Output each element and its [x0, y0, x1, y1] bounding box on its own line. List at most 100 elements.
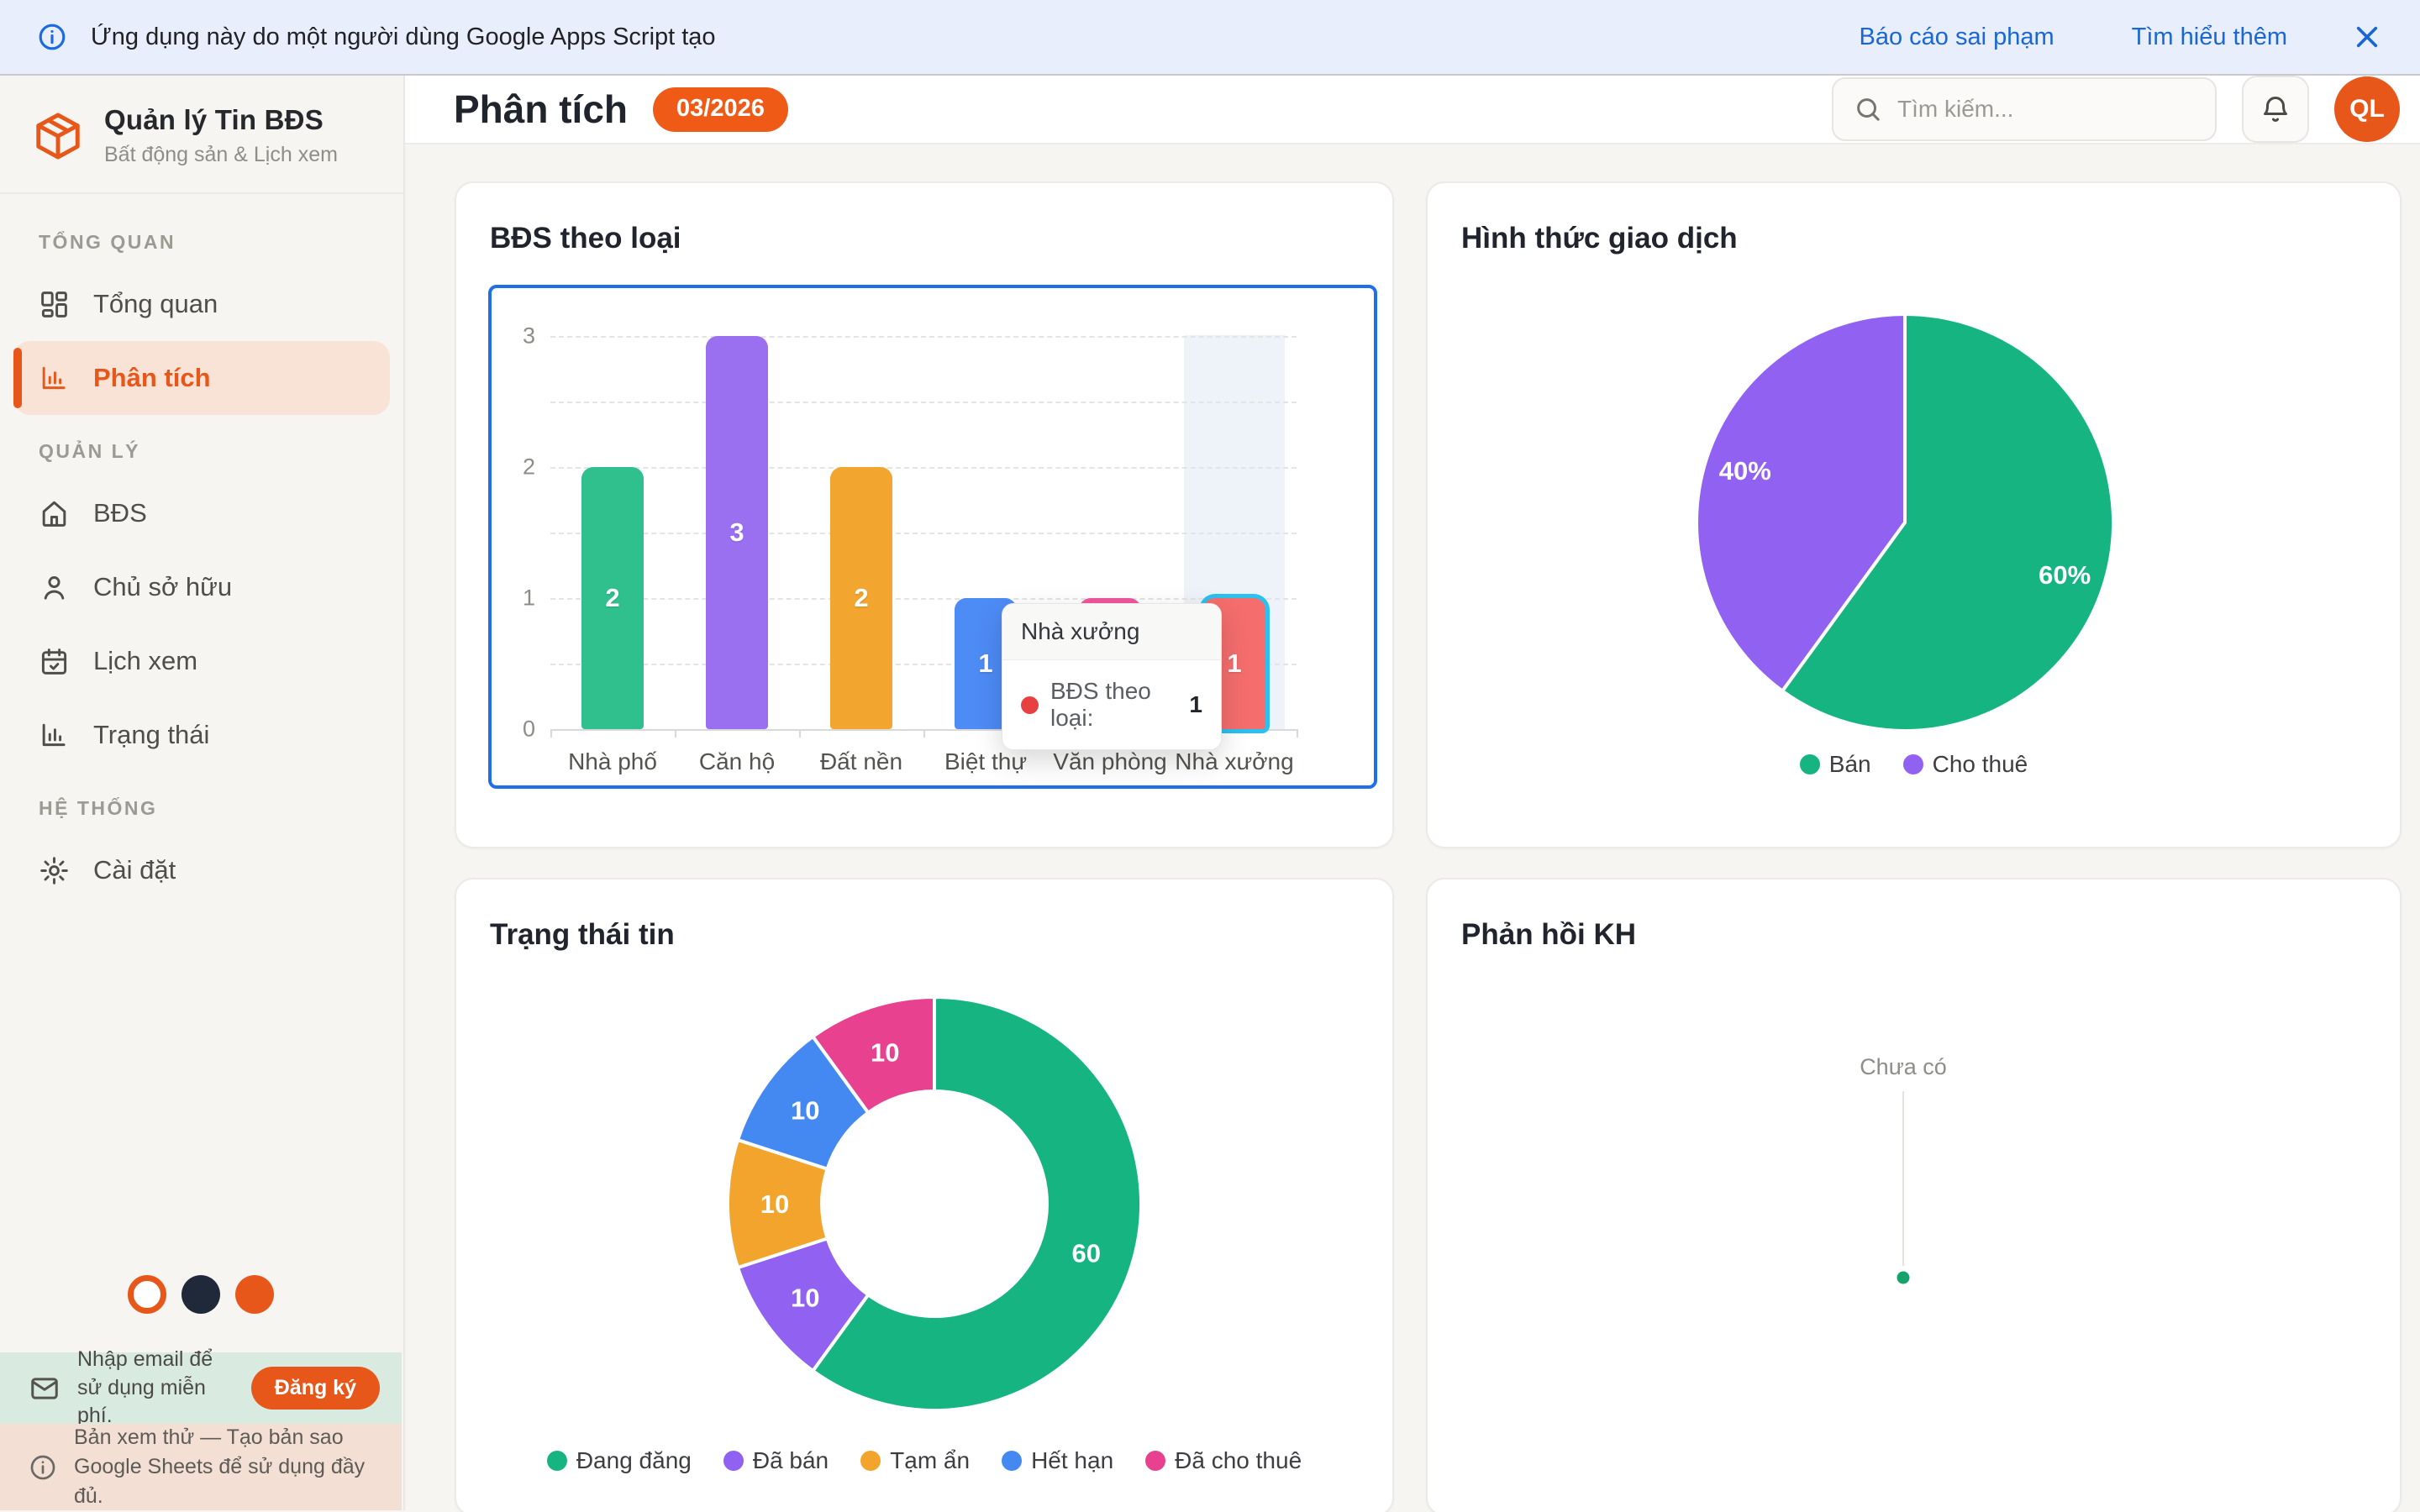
legend-item--a-ban[interactable]: Đã bán: [723, 1447, 829, 1474]
theme-dot-light[interactable]: [128, 1275, 166, 1314]
legend-swatch: [1002, 1451, 1023, 1471]
app-title: Quản lý Tin BĐS: [104, 104, 324, 135]
search-input[interactable]: [1897, 96, 2195, 123]
x-axis-category-label: Đất nền: [819, 748, 903, 774]
report-abuse-link[interactable]: Báo cáo sai phạm: [1859, 23, 2054, 50]
app-brand: Quản lý Tin BĐS Bất động sản & Lịch xem: [0, 76, 403, 194]
slice-cho-thue[interactable]: [1695, 312, 1907, 693]
bar-value-label: 2: [854, 583, 869, 612]
card-phan-hoi-kh: Phản hồi KH Chưa có: [1426, 878, 2402, 1512]
slice--ang-ang[interactable]: [811, 995, 1143, 1412]
bar-value-label: 3: [729, 517, 744, 547]
x-axis-category-label: Biệt thự: [944, 748, 1028, 774]
banner-text: Ứng dụng này do một người dùng Google Ap…: [91, 23, 716, 50]
apps-script-banner: Ứng dụng này do một người dùng Google Ap…: [0, 0, 2420, 76]
y-axis-tick: 3: [522, 323, 535, 349]
bar-value-label: 1: [1227, 648, 1242, 678]
tooltip-series-marker: [1021, 696, 1039, 714]
sidebar: Quản lý Tin BĐS Bất động sản & Lịch xem …: [0, 76, 405, 1510]
dashboard-content: BĐS theo loại 0 1 2 3 2 Nhà phố 3 Căn hộ 2 Đất nề…: [405, 144, 2420, 1512]
info-icon: [37, 22, 67, 52]
sidebar-item-label: Lịch xem: [93, 646, 198, 675]
x-axis-category-label: Nhà xưởng: [1175, 748, 1294, 774]
sidebar-item-tong-quan[interactable]: Tổng quan: [13, 267, 390, 341]
transaction-pie-chart: 60% 40%: [1695, 312, 2116, 732]
search-box[interactable]: [1832, 77, 2217, 141]
slice-value-label: 60%: [2039, 560, 2091, 590]
sidebar-item-chu-so-huu[interactable]: Chủ sở hữu: [13, 550, 390, 624]
analytics-icon: [42, 366, 66, 389]
app-subtitle: Bất động sản & Lịch xem: [104, 143, 338, 166]
notifications-button[interactable]: [2242, 76, 2309, 143]
gridline: [550, 664, 1297, 665]
x-axis-tick: [799, 729, 801, 738]
slice--a-cho-thue[interactable]: [811, 995, 936, 1115]
gear-icon: [40, 856, 68, 885]
legend-item-het-han[interactable]: Hết hạn: [1002, 1447, 1113, 1474]
signup-button[interactable]: Đăng ký: [250, 1367, 380, 1410]
sidebar-nav: TỔNG QUAN Tổng quan Phân tích QUẢN LÝ BĐS Chủ…: [0, 194, 403, 907]
bar-can-ho[interactable]: [706, 336, 768, 729]
month-badge[interactable]: 03/2026: [653, 87, 788, 132]
legend-swatch: [723, 1451, 744, 1471]
legend-item-tam-an[interactable]: Tạm ẩn: [860, 1447, 970, 1474]
gridline: [550, 598, 1297, 600]
gridline: [550, 467, 1297, 469]
legend-label: Bán: [1828, 751, 1871, 777]
x-axis-tick: [1297, 729, 1298, 738]
sidebar-item-label: Trạng thái: [93, 720, 210, 749]
legend-item-ban[interactable]: Bán: [1799, 751, 1871, 778]
sidebar-item-label: Chủ sở hữu: [93, 572, 233, 601]
nav-section-label: HỆ THỐNG: [39, 797, 158, 819]
package-logo-icon: [32, 110, 84, 162]
learn-more-link[interactable]: Tìm hiểu thêm: [2131, 23, 2287, 50]
close-icon[interactable]: [2351, 21, 2383, 53]
trial-note-banner: Bản xem thử — Tạo bản sao Google Sheets …: [0, 1424, 402, 1510]
legend-item--ang-ang[interactable]: Đang đăng: [546, 1447, 692, 1474]
slice-ban[interactable]: [1781, 312, 2116, 732]
bar-value-label: 1: [978, 648, 993, 678]
sidebar-item-phan-tich[interactable]: Phân tích: [13, 341, 390, 415]
legend-item-cho-thue[interactable]: Cho thuê: [1902, 751, 2028, 778]
legend-swatch: [546, 1451, 567, 1471]
y-axis-tick: 1: [522, 585, 535, 611]
info-circle-icon: [29, 1453, 57, 1482]
main-header: Phân tích 03/2026 QL: [405, 76, 2420, 144]
sidebar-item-b-s[interactable]: BĐS: [13, 476, 390, 550]
x-axis-category-label: Căn hộ: [698, 748, 776, 774]
empty-state-label: Chưa có: [1860, 1054, 1947, 1079]
card-title: BĐS theo loại: [490, 222, 681, 255]
legend-swatch: [1902, 754, 1923, 774]
slice-value-label: 10: [791, 1095, 819, 1125]
status-icon: [42, 723, 66, 746]
status-donut-chart: 60 10 10 10 10: [725, 995, 1143, 1412]
bar-chart-focus-frame[interactable]: 0 1 2 3 2 Nhà phố 3 Căn hộ 2 Đất nền 1 Biệt thự 1 Văn…: [488, 285, 1377, 789]
y-axis-tick: 0: [522, 716, 535, 742]
tooltip-value: 1: [1189, 691, 1202, 717]
legend-label: Tạm ẩn: [890, 1447, 971, 1473]
card-trang-thai-tin: Trạng thái tin 60 10 10 10 10 Đang đăng Đã bá…: [455, 878, 1394, 1512]
card-title: Hình thức giao dịch: [1461, 222, 1738, 255]
theme-dot-orange[interactable]: [235, 1275, 274, 1314]
card-title: Phản hồi KH: [1461, 918, 1637, 951]
sidebar-item-trang-thai[interactable]: Trạng thái: [13, 698, 390, 772]
sidebar-item-cai-at[interactable]: Cài đặt: [13, 833, 390, 907]
sidebar-item-label: Cài đặt: [93, 855, 176, 885]
legend-label: Hết hạn: [1031, 1447, 1114, 1473]
page-title: Phân tích: [454, 87, 629, 131]
sidebar-item-lich-xem[interactable]: Lịch xem: [13, 624, 390, 698]
legend-item--a-cho-thue[interactable]: Đã cho thuê: [1145, 1447, 1302, 1474]
user-icon: [44, 575, 65, 600]
legend-swatch: [1145, 1451, 1166, 1471]
x-axis-tick: [550, 729, 552, 738]
trial-note-text: Bản xem thử — Tạo bản sao Google Sheets …: [74, 1425, 366, 1508]
home-icon: [42, 501, 66, 527]
card-hinh-thuc-giao-dich: Hình thức giao dịch 60% 40% Bán Cho thuê: [1426, 181, 2402, 848]
legend-label: Đã cho thuê: [1175, 1447, 1302, 1473]
theme-dot-dark[interactable]: [182, 1275, 220, 1314]
bar-nha-pho[interactable]: [581, 467, 644, 729]
pie-legend: Bán Cho thuê: [1428, 751, 2400, 778]
avatar[interactable]: QL: [2334, 76, 2400, 142]
slice-value-label: 10: [791, 1284, 819, 1313]
bar--at-nen[interactable]: [830, 467, 892, 729]
